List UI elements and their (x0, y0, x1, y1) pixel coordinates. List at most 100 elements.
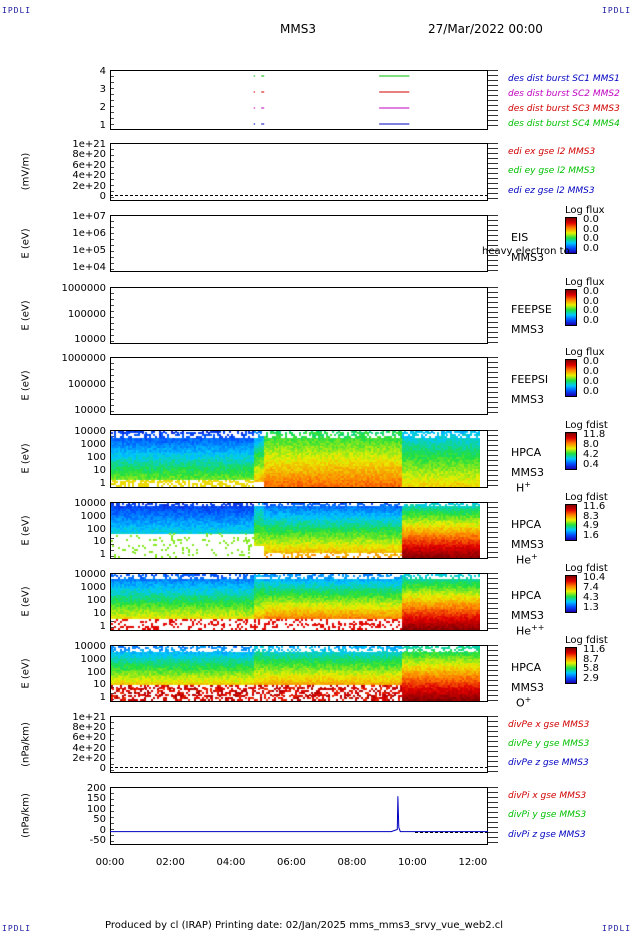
spacecraft-label-hpca_h: MMS3 (511, 466, 544, 479)
ytick-hpca_h: 1000 (80, 439, 106, 450)
corner-logo-tl: IPDLI (2, 6, 32, 15)
colorbar-title-hpca_he: Log fdist (565, 492, 608, 503)
spacecraft-label-hpca_he: MMS3 (511, 538, 544, 551)
panel-right-ticks-divpi (488, 787, 498, 845)
ytick-divpe: 8e+20 (72, 722, 106, 734)
ytick-edi: 8e+20 (72, 149, 106, 161)
colorbar-hpca_hepp (565, 575, 577, 613)
ytick-divpi: 200 (86, 783, 106, 794)
ytick-divpi: 0 (99, 824, 106, 836)
legend-divpi: divPi z gse MMS3 (508, 829, 586, 840)
ylabel-eis: E (eV) (20, 227, 32, 259)
panel-right-ticks-hpca_h (488, 430, 498, 488)
panel-feepsi (110, 357, 488, 415)
date-title: 27/Mar/2022 00:00 (428, 22, 543, 36)
legend-edi: edi ex gse l2 MMS3 (508, 147, 596, 157)
colorbar-tick-hpca_hepp: 10.4 (583, 572, 606, 583)
ylabel-edi: (mV/m) (20, 152, 32, 191)
ytick-edi: 2e+20 (72, 180, 106, 192)
panel-left-ticks-feepse (110, 287, 114, 344)
colorbar-tick-hpca_o: 11.6 (583, 644, 606, 655)
panel-right-ticks-burst (488, 70, 498, 130)
ytick-edi: 1e+21 (72, 139, 106, 150)
ytick-hpca_hepp: 10 (93, 608, 106, 619)
corner-logo-tr: IPDLI (602, 6, 630, 15)
colorbar-title-eis: Log flux (565, 205, 605, 216)
species-name: He (516, 553, 532, 567)
colorbar-feepse (565, 289, 577, 326)
colorbar-tick-hpca_he: 11.6 (583, 501, 606, 512)
ytick-feepse: 100000 (67, 308, 106, 320)
ytick-hpca_hepp: 1 (99, 621, 106, 632)
colorbar-tick-hpca_hepp: 7.4 (583, 582, 599, 593)
colorbar-tick-feepsi: 0.0 (583, 356, 599, 367)
x-tick-label: 02:00 (156, 857, 185, 868)
ytick-hpca_he: 100 (86, 523, 106, 535)
species-label-hpca_hepp: He++ (516, 623, 544, 638)
ytick-hpca_o: 10000 (74, 641, 106, 652)
legend-divpi: divPi y gse MMS3 (508, 810, 587, 821)
zero-line-edi (110, 195, 488, 196)
colorbar-eis (565, 217, 577, 254)
colorbar-tick-feepsi: 0.0 (583, 376, 599, 387)
colorbar-tick-hpca_h: 11.8 (583, 429, 606, 440)
ylabel-feepse: E (eV) (20, 299, 32, 331)
ytick-burst: 4 (99, 66, 106, 77)
colorbar-tick-feepse: 0.0 (583, 295, 599, 307)
species-label-hpca_o: O+ (516, 695, 531, 710)
ytick-hpca_o: 1 (99, 692, 106, 703)
panel-burst (110, 70, 488, 130)
legend-divpi: divPi x gse MMS3 (508, 791, 587, 801)
legend-divpe: divPe x gse MMS3 (508, 720, 590, 730)
panel-edi (110, 143, 488, 201)
ylabel-hpca_o: E (eV) (20, 657, 32, 689)
ytick-divpi: -50 (89, 835, 106, 846)
eis-overlay-text: heavy electron to (482, 246, 570, 257)
ytick-divpe: 1e+21 (72, 712, 106, 723)
colorbar-tick-feepse: 0.0 (583, 305, 599, 317)
zero-line-divpi (415, 831, 488, 833)
burst-plot (253, 75, 410, 125)
ylabel-feepsi: E (eV) (20, 370, 32, 401)
panel-divpe (110, 716, 488, 773)
colorbar-tick-hpca_o: 5.8 (583, 663, 599, 675)
legend-edi: edi ey gse l2 MMS3 (508, 166, 596, 177)
colorbar-tick-eis: 0.0 (583, 223, 599, 235)
colorbar-tick-feepse: 0.0 (583, 286, 599, 297)
colorbar-tick-hpca_o: 8.7 (583, 653, 599, 665)
instrument-label-hpca_he: HPCA (511, 518, 542, 531)
colorbar-tick-eis: 0.0 (583, 214, 599, 225)
ytick-hpca_h: 10000 (74, 426, 106, 437)
ylabel-hpca_hepp: E (eV) (20, 586, 32, 617)
panel-left-ticks-burst (110, 70, 114, 130)
x-tick-label: 04:00 (216, 857, 246, 868)
spacecraft-label-hpca_hepp: MMS3 (511, 609, 544, 622)
panel-left-ticks-divpi (110, 787, 114, 845)
ytick-hpca_hepp: 100 (86, 595, 106, 606)
species-charge: + (531, 552, 538, 561)
panel-eis (110, 215, 488, 272)
ytick-burst: 3 (99, 84, 106, 95)
colorbar-title-feepsi: Log flux (565, 347, 605, 358)
colorbar-tick-hpca_he: 8.3 (583, 510, 599, 522)
colorbar-tick-hpca_o: 2.9 (583, 673, 599, 684)
colorbar-tick-hpca_h: 8.0 (583, 439, 599, 450)
species-charge: ++ (531, 623, 545, 632)
colorbar-title-feepse: Log flux (565, 277, 605, 288)
ylabel-hpca_he: E (eV) (20, 514, 32, 546)
x-tick-label: 00:00 (95, 857, 125, 868)
species-label-hpca_h: H+ (516, 480, 531, 495)
ytick-hpca_he: 10 (93, 536, 106, 548)
panel-left-ticks-edi (110, 143, 114, 201)
species-charge: + (524, 480, 531, 489)
zero-line-divpe (110, 767, 488, 768)
panel-right-ticks-feepsi (488, 357, 498, 415)
ytick-eis: 1e+07 (72, 211, 106, 222)
ytick-hpca_h: 1 (99, 478, 106, 489)
panel-divpi (110, 787, 488, 845)
colorbar-hpca_h (565, 432, 577, 470)
ytick-divpe: 0 (99, 763, 106, 774)
x-tick-label: 08:00 (337, 857, 367, 868)
ytick-eis: 1e+04 (72, 262, 106, 273)
panel-left-ticks-eis (110, 215, 114, 272)
